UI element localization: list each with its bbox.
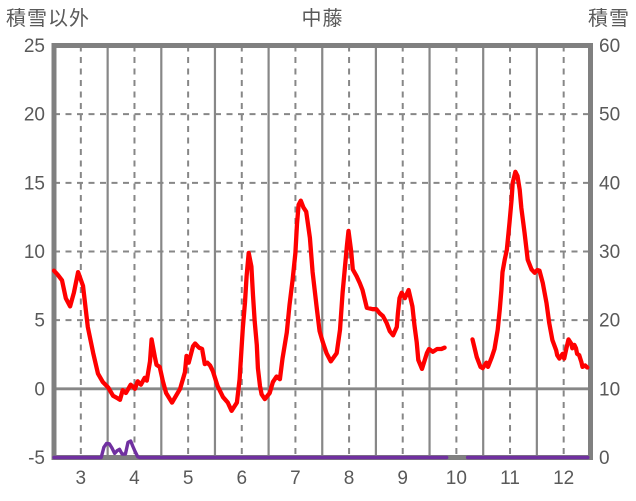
x-tick-label: 10 xyxy=(446,468,467,489)
y-right-tick-label: 40 xyxy=(599,173,620,194)
y-left-tick-label: 20 xyxy=(24,105,45,126)
y-left-tick-label: 15 xyxy=(24,173,45,194)
x-tick-label: 4 xyxy=(129,468,140,489)
y-right-tick-label: 30 xyxy=(599,242,620,263)
x-tick-label: 8 xyxy=(344,468,355,489)
x-tick-label: 5 xyxy=(183,468,194,489)
y-right-tick-label: 20 xyxy=(599,311,620,332)
y-left-tick-label: 25 xyxy=(24,36,45,57)
left-axis-title: 積雪以外 xyxy=(6,8,90,30)
y-right-tick-label: 60 xyxy=(599,36,620,57)
y-left-tick-label: 5 xyxy=(34,311,45,332)
non-snow-series-line xyxy=(51,198,447,413)
y-left-tick-label: 10 xyxy=(24,242,45,263)
x-tick-label: 11 xyxy=(500,468,520,489)
y-left-tick-label: -5 xyxy=(28,448,45,469)
non-snow-series-line xyxy=(470,169,590,371)
x-tick-label: 12 xyxy=(553,468,574,489)
y-right-tick-label: 10 xyxy=(599,379,620,400)
x-tick-label: 6 xyxy=(236,468,247,489)
chart-title: 中藤 xyxy=(301,8,344,30)
y-left-tick-label: 0 xyxy=(34,379,45,400)
x-tick-label: 7 xyxy=(290,468,301,489)
y-right-tick-label: 50 xyxy=(599,105,620,126)
y-right-tick-label: 0 xyxy=(599,448,610,469)
x-tick-label: 3 xyxy=(76,468,87,489)
snow-series-line xyxy=(52,439,449,460)
right-axis-title: 積雪 xyxy=(588,8,630,30)
x-tick-label: 9 xyxy=(397,468,408,489)
